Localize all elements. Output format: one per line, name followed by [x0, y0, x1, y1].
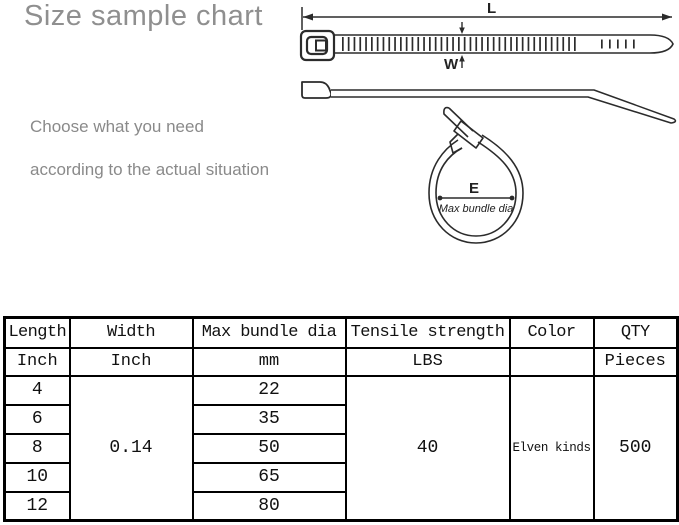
- cable-tie-top-view-icon: [299, 7, 674, 68]
- max-bundle-dia-value: 35: [191, 403, 347, 435]
- width-value: 0.14: [68, 374, 194, 522]
- unit-width: Inch: [68, 346, 194, 377]
- col-header-length: Length: [3, 316, 71, 349]
- col-header-max-bundle-dia: Max bundle dia: [191, 316, 347, 349]
- table-units-row: Inch Inch mm LBS Pieces: [3, 346, 679, 377]
- col-header-tensile-strength: Tensile strength: [344, 316, 511, 349]
- col-header-width: Width: [68, 316, 194, 349]
- unit-tensile-strength: LBS: [344, 346, 511, 377]
- bundle-diameter-dimension-label: E: [469, 180, 479, 197]
- tagline-line-2: according to the actual situation: [30, 160, 270, 179]
- table-row: 6 35: [3, 403, 678, 435]
- col-header-qty: QTY: [592, 316, 679, 349]
- col-header-color: Color: [508, 316, 595, 349]
- cable-tie-diagram: L W E Max bundle dia: [299, 0, 677, 244]
- tensile-strength-value: 40: [344, 374, 511, 522]
- color-value: Elven kinds: [508, 374, 595, 522]
- table-row: 12 80: [3, 490, 678, 522]
- table-row: 8 50: [3, 432, 678, 464]
- length-value: 12: [3, 490, 71, 522]
- tagline-line-1: Choose what you need: [30, 117, 204, 136]
- cable-tie-side-view-icon: [301, 81, 677, 124]
- max-bundle-dia-value: 50: [191, 432, 347, 464]
- cable-tie-loop-icon: [428, 106, 524, 244]
- unit-max-bundle-dia: mm: [191, 346, 347, 377]
- qty-value: 500: [592, 374, 679, 522]
- unit-qty: Pieces: [592, 346, 679, 377]
- table-header-row: Length Width Max bundle dia Tensile stre…: [3, 316, 679, 349]
- size-spec-table: Length Width Max bundle dia Tensile stre…: [3, 316, 679, 522]
- width-dimension-label: W: [444, 56, 459, 73]
- table-row: 10 65: [3, 461, 678, 493]
- length-value: 8: [3, 432, 71, 464]
- length-value: 10: [3, 461, 71, 493]
- max-bundle-dia-value: 80: [191, 490, 347, 522]
- length-value: 4: [3, 374, 71, 406]
- unit-length: Inch: [3, 346, 71, 377]
- length-value: 6: [3, 403, 71, 435]
- page-title: Size sample chart: [24, 0, 263, 32]
- max-bundle-dia-value: 65: [191, 461, 347, 493]
- max-bundle-dia-value: 22: [191, 374, 347, 406]
- bundle-diameter-caption: Max bundle dia: [439, 203, 514, 215]
- unit-color: [508, 346, 595, 377]
- length-dimension-label: L: [487, 0, 496, 17]
- table-row: 4 0.14 22 40 Elven kinds 500: [3, 374, 679, 522]
